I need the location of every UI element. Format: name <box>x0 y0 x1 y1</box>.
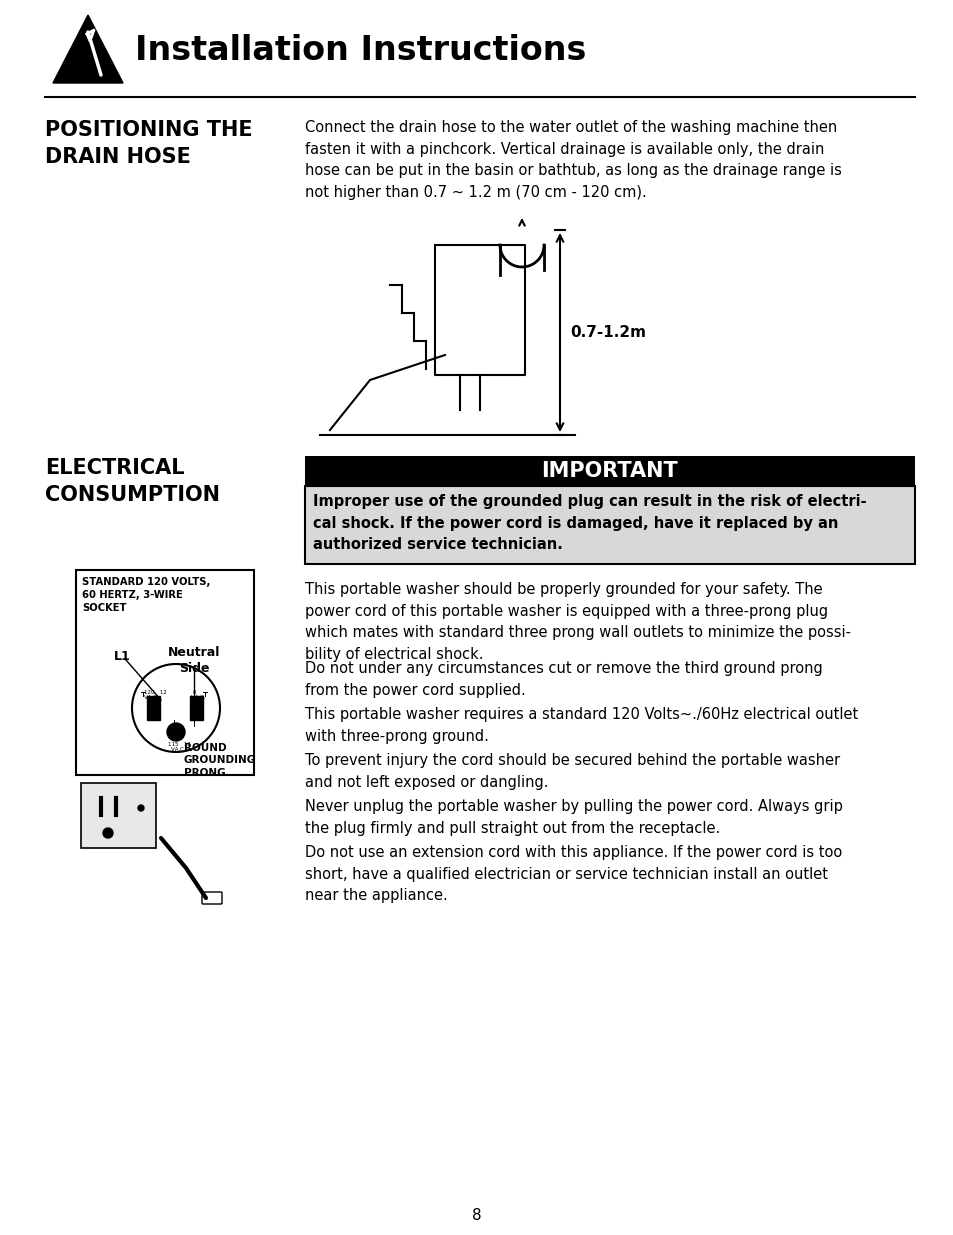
FancyBboxPatch shape <box>147 697 160 720</box>
Text: STANDARD 120 VOLTS,
60 HERTZ, 3-WIRE
SOCKET: STANDARD 120 VOLTS, 60 HERTZ, 3-WIRE SOC… <box>82 577 211 613</box>
Text: Do not under any circumstances cut or remove the third ground prong
from the pow: Do not under any circumstances cut or re… <box>305 661 821 698</box>
Text: 115   12: 115 12 <box>168 742 191 747</box>
FancyBboxPatch shape <box>190 697 203 720</box>
Text: V.A.C.: V.A.C. <box>191 695 207 700</box>
FancyBboxPatch shape <box>305 456 914 487</box>
Circle shape <box>138 805 144 811</box>
Text: Improper use of the grounded plug can result in the risk of electri-
cal shock. : Improper use of the grounded plug can re… <box>313 494 865 552</box>
Text: To prevent injury the cord should be secured behind the portable washer
and not : To prevent injury the cord should be sec… <box>305 753 840 789</box>
Text: POSITIONING THE
DRAIN HOSE: POSITIONING THE DRAIN HOSE <box>45 120 253 167</box>
Text: 0: 0 <box>193 690 196 695</box>
Text: Connect the drain hose to the water outlet of the washing machine then
fasten it: Connect the drain hose to the water outl… <box>305 120 841 200</box>
Text: Neutral
Side: Neutral Side <box>168 646 220 676</box>
Text: Installation Instructions: Installation Instructions <box>135 35 586 68</box>
Text: L1: L1 <box>113 650 131 663</box>
Text: Never unplug the portable washer by pulling the power cord. Always grip
the plug: Never unplug the portable washer by pull… <box>305 799 842 836</box>
Text: This portable washer should be properly grounded for your safety. The
power cord: This portable washer should be properly … <box>305 582 850 662</box>
FancyBboxPatch shape <box>202 892 222 904</box>
Circle shape <box>167 722 185 741</box>
FancyBboxPatch shape <box>81 783 156 848</box>
FancyBboxPatch shape <box>76 571 253 776</box>
Text: 120   12: 120 12 <box>144 690 167 695</box>
Text: ELECTRICAL
CONSUMPTION: ELECTRICAL CONSUMPTION <box>45 458 220 505</box>
Text: Do not use an extension cord with this appliance. If the power cord is too
short: Do not use an extension cord with this a… <box>305 845 841 903</box>
Text: V.A.C.: V.A.C. <box>144 695 159 700</box>
Text: IMPORTANT: IMPORTANT <box>541 461 678 480</box>
Text: 8: 8 <box>472 1208 481 1223</box>
Text: V.A.C.: V.A.C. <box>171 747 187 752</box>
Text: ROUND
GROUNDING
PRONG: ROUND GROUNDING PRONG <box>184 743 256 778</box>
Circle shape <box>103 827 112 839</box>
Text: This portable washer requires a standard 120 Volts~./60Hz electrical outlet
with: This portable washer requires a standard… <box>305 706 858 743</box>
FancyBboxPatch shape <box>305 487 914 564</box>
Text: 0.7-1.2m: 0.7-1.2m <box>569 325 645 340</box>
Polygon shape <box>53 15 123 83</box>
